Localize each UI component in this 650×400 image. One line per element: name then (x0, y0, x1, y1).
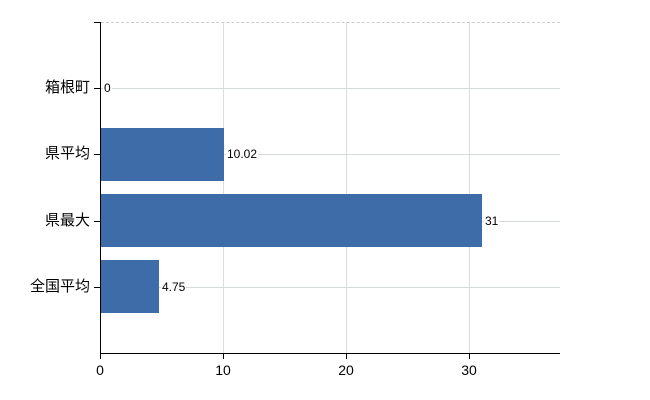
gridline-vertical (346, 23, 347, 353)
y-tick (94, 221, 100, 222)
bar-value-label: 4.75 (161, 280, 187, 294)
gridline-horizontal (101, 88, 560, 89)
y-tick (94, 287, 100, 288)
category-label: 県最大 (44, 212, 90, 229)
x-tick-label: 0 (96, 362, 104, 378)
x-tick-label: 30 (461, 362, 477, 378)
gridline-vertical (223, 23, 224, 353)
y-tick (94, 154, 100, 155)
y-axis-line (100, 22, 101, 354)
y-tick (94, 88, 100, 89)
x-tick (346, 354, 347, 359)
x-tick (223, 354, 224, 359)
plot-top-border (101, 22, 560, 23)
bar (101, 194, 482, 247)
bar-value-label: 10.02 (226, 147, 259, 161)
category-label: 箱根町 (44, 79, 90, 96)
x-tick (100, 354, 101, 359)
bar (101, 128, 224, 181)
x-tick-label: 20 (338, 362, 354, 378)
gridline-horizontal (101, 287, 560, 288)
x-tick-label: 10 (215, 362, 231, 378)
y-axis-top-tick (94, 22, 100, 23)
gridline-horizontal (101, 154, 560, 155)
x-tick (469, 354, 470, 359)
bar-value-label: 0 (103, 81, 112, 95)
bar-value-label: 31 (484, 214, 500, 228)
x-axis-line (100, 353, 560, 354)
category-label: 全国平均 (29, 278, 90, 295)
bar (101, 260, 159, 313)
gridline-vertical (469, 23, 470, 353)
category-label: 県平均 (44, 145, 90, 162)
